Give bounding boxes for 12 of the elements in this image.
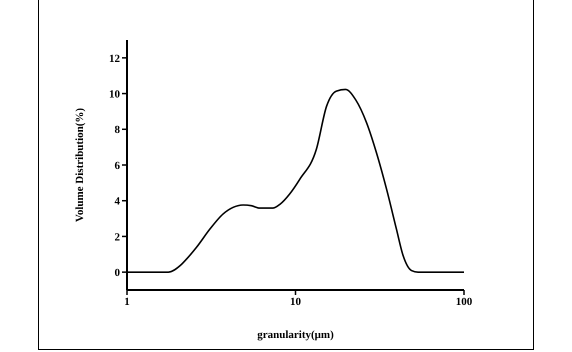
y-tick-label: 4 xyxy=(114,196,120,208)
x-tick-label: 100 xyxy=(456,296,473,308)
x-tick-label: 10 xyxy=(290,296,302,308)
y-tick-label: 12 xyxy=(109,52,120,65)
y-axis-title: Volume Distribution(%) xyxy=(74,108,86,222)
y-tick-label: 8 xyxy=(114,124,120,136)
y-tick-label: 0 xyxy=(114,267,120,280)
y-tick-label: 2 xyxy=(114,231,120,244)
y-tick-label: 6 xyxy=(114,160,120,172)
x-tick-label: 1 xyxy=(124,296,130,308)
x-axis-title: granularity(μm) xyxy=(257,329,334,341)
y-tick-label: 10 xyxy=(109,88,120,100)
